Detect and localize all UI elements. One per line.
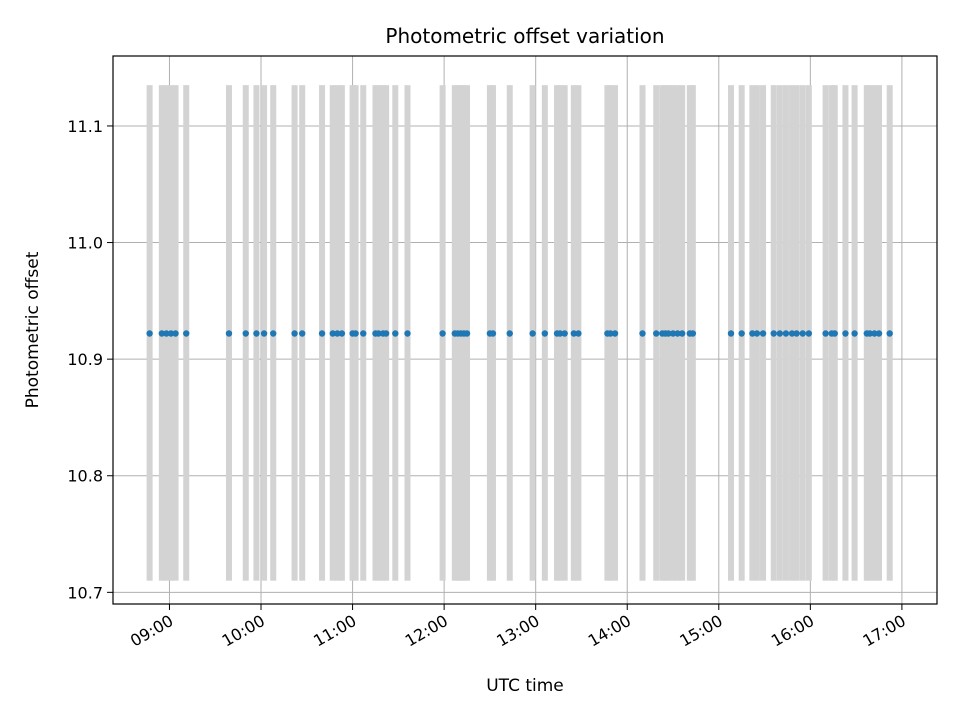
- data-point: [172, 330, 179, 337]
- data-point: [338, 330, 346, 337]
- data-point: [753, 330, 761, 337]
- data-point: [727, 330, 735, 337]
- data-point: [678, 330, 686, 337]
- data-point: [788, 330, 796, 337]
- data-point: [541, 330, 549, 337]
- data-point: [831, 330, 838, 337]
- data-point: [242, 330, 249, 337]
- data-point: [260, 330, 268, 337]
- data-point: [463, 330, 471, 337]
- data-point: [270, 330, 277, 337]
- data-point: [799, 330, 806, 337]
- data-point: [375, 330, 382, 337]
- data-point: [556, 330, 564, 337]
- data-point: [352, 330, 359, 337]
- y-tick-label: 10.7: [67, 583, 103, 602]
- data-point: [776, 330, 784, 337]
- data-point: [575, 330, 582, 337]
- data-point: [334, 330, 341, 337]
- data-point: [770, 330, 777, 337]
- data-point: [749, 330, 756, 337]
- data-point: [225, 330, 233, 337]
- data-points: [146, 330, 893, 337]
- data-point: [793, 330, 800, 337]
- data-point: [875, 330, 883, 337]
- data-point: [866, 330, 874, 337]
- y-tick-label: 11.0: [67, 234, 103, 253]
- data-point: [759, 330, 767, 337]
- x-axis-label: UTC time: [486, 676, 564, 696]
- data-point: [822, 330, 829, 337]
- data-point: [607, 330, 614, 337]
- y-tick-label: 10.8: [67, 467, 103, 486]
- data-point: [842, 330, 849, 337]
- data-point: [329, 330, 336, 337]
- data-point: [851, 330, 858, 337]
- data-point: [611, 330, 619, 337]
- y-axis: 10.7 10.8 10.9 11.0 11.1: [67, 117, 113, 602]
- data-point: [805, 330, 813, 337]
- data-point: [360, 330, 367, 337]
- data-point: [665, 330, 672, 337]
- data-point: [489, 330, 497, 337]
- data-point: [738, 330, 745, 337]
- data-point: [392, 330, 399, 337]
- data-point: [158, 330, 166, 337]
- data-point: [167, 330, 175, 337]
- data-point: [183, 330, 190, 337]
- data-point: [506, 330, 513, 337]
- data-point: [529, 330, 536, 337]
- chart-title: Photometric offset variation: [385, 24, 664, 48]
- data-point: [291, 330, 298, 337]
- data-point: [886, 330, 893, 337]
- data-point: [163, 330, 170, 337]
- data-point: [318, 330, 326, 337]
- data-point: [253, 330, 260, 337]
- data-point: [146, 330, 153, 337]
- data-point: [782, 330, 790, 337]
- data-point: [561, 330, 568, 337]
- data-point: [871, 330, 878, 337]
- data-point: [689, 330, 697, 337]
- data-point: [570, 330, 578, 337]
- data-point: [439, 330, 446, 337]
- y-tick-label: 10.9: [67, 350, 103, 369]
- y-tick-label: 11.1: [67, 117, 103, 136]
- data-point: [653, 330, 660, 337]
- data-point: [674, 330, 681, 337]
- data-point: [669, 330, 677, 337]
- data-point: [299, 330, 306, 337]
- data-point: [382, 330, 390, 337]
- y-axis-label: Photometric offset: [23, 251, 43, 408]
- data-point: [639, 330, 646, 337]
- plot-frame: [112, 55, 938, 605]
- grid: [113, 56, 937, 604]
- data-point: [404, 330, 411, 337]
